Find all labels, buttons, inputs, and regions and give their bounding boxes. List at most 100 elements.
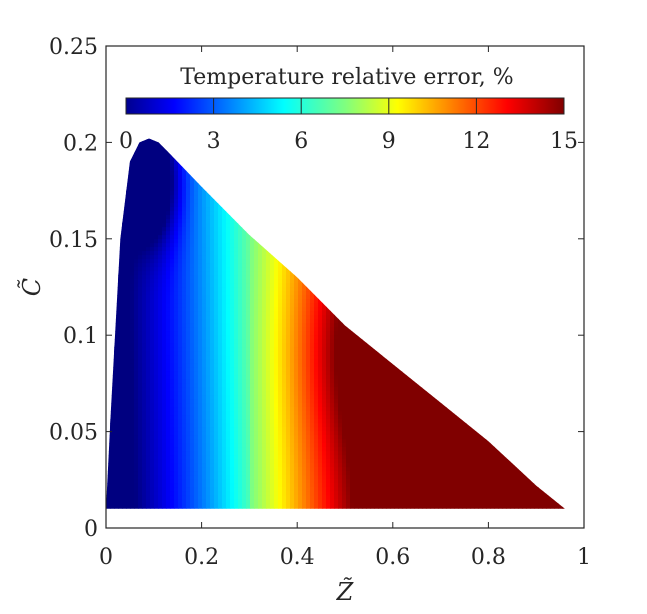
heatmap-cell [150,495,155,500]
heatmap-cell [178,463,183,468]
heatmap-cell [154,207,159,212]
heatmap-cell [298,295,303,300]
heatmap-cell [290,403,295,408]
heatmap-cell [218,311,223,316]
heatmap-cell [126,491,131,496]
heatmap-cell [170,395,175,400]
heatmap-cell [234,463,239,468]
heatmap-cell [194,239,199,244]
heatmap-cell [194,451,199,456]
heatmap-cell [182,447,187,452]
heatmap-cell [142,215,147,220]
heatmap-cell [150,379,155,384]
heatmap-cell [226,399,231,404]
heatmap-cell [174,383,179,388]
heatmap-cell [126,495,131,500]
heatmap-cell [226,215,231,220]
heatmap-cell [206,483,211,488]
heatmap-cell [186,251,191,256]
heatmap-cell [222,239,227,244]
heatmap-cell [138,363,143,368]
heatmap-cell [254,279,259,284]
heatmap-cell [118,319,123,324]
heatmap-cell [258,395,263,400]
heatmap-cell [182,403,187,408]
heatmap-cell [214,483,219,488]
heatmap-cell [202,359,207,364]
heatmap-cell [166,203,171,208]
heatmap-cell [234,375,239,380]
heatmap-cell [182,483,187,488]
heatmap-cell [178,423,183,428]
heatmap-cell [222,343,227,348]
heatmap-cell [146,307,151,312]
heatmap-cell [174,239,179,244]
heatmap-cell [190,435,195,440]
heatmap-cell [106,491,111,496]
heatmap-cell [286,459,291,464]
heatmap-cell [134,303,139,308]
heatmap-cell [218,407,223,412]
heatmap-cell [158,495,163,500]
heatmap-cell [290,283,295,288]
heatmap-cell [146,239,151,244]
heatmap-cell [174,163,179,168]
heatmap-cell [190,483,195,488]
heatmap-cell [202,355,207,360]
heatmap-cell [154,143,159,148]
heatmap-cell [198,443,203,448]
heatmap-cell [278,487,283,492]
heatmap-cell [214,491,219,496]
heatmap-cell [142,227,147,232]
heatmap-cell [186,435,191,440]
heatmap-cell [218,239,223,244]
heatmap-cell [218,487,223,492]
heatmap-cell [234,395,239,400]
heatmap-cell [210,327,215,332]
heatmap-cell [162,259,167,264]
heatmap-cell [162,203,167,208]
heatmap-cell [230,463,235,468]
heatmap-cell [270,443,275,448]
heatmap-cell [170,507,175,509]
heatmap-cell [178,383,183,388]
heatmap-cell [174,427,179,432]
heatmap-cell [202,247,207,252]
heatmap-cell [250,387,255,392]
heatmap-cell [182,459,187,464]
heatmap-cell [258,419,263,424]
heatmap-cell [302,411,307,416]
heatmap-cell [154,395,159,400]
heatmap-cell [202,395,207,400]
heatmap-cell [178,215,183,220]
heatmap-cell [230,327,235,332]
heatmap-cell [134,199,139,204]
heatmap-cell [166,231,171,236]
heatmap-cell [162,147,167,152]
heatmap-cell [258,263,263,268]
heatmap-cell [126,203,131,208]
heatmap-cell [150,215,155,220]
heatmap-cell [154,311,159,316]
heatmap-cell [234,427,239,432]
heatmap-cell [262,299,267,304]
heatmap-cell [130,271,135,276]
heatmap-cell [214,211,219,216]
heatmap-cell [206,451,211,456]
heatmap-cell [286,483,291,488]
heatmap-cell [162,495,167,500]
heatmap-cell [258,487,263,492]
heatmap-cell [138,247,143,252]
heatmap-cell [206,415,211,420]
heatmap-cell [218,399,223,404]
heatmap-cell [278,359,283,364]
heatmap-cell [174,475,179,480]
heatmap-cell [254,291,259,296]
heatmap-cell [194,199,199,204]
heatmap-cell [166,407,171,412]
heatmap-cell [202,319,207,324]
heatmap-cell [162,403,167,408]
heatmap-cell [278,459,283,464]
heatmap-cell [266,391,271,396]
heatmap-cell [294,359,299,364]
